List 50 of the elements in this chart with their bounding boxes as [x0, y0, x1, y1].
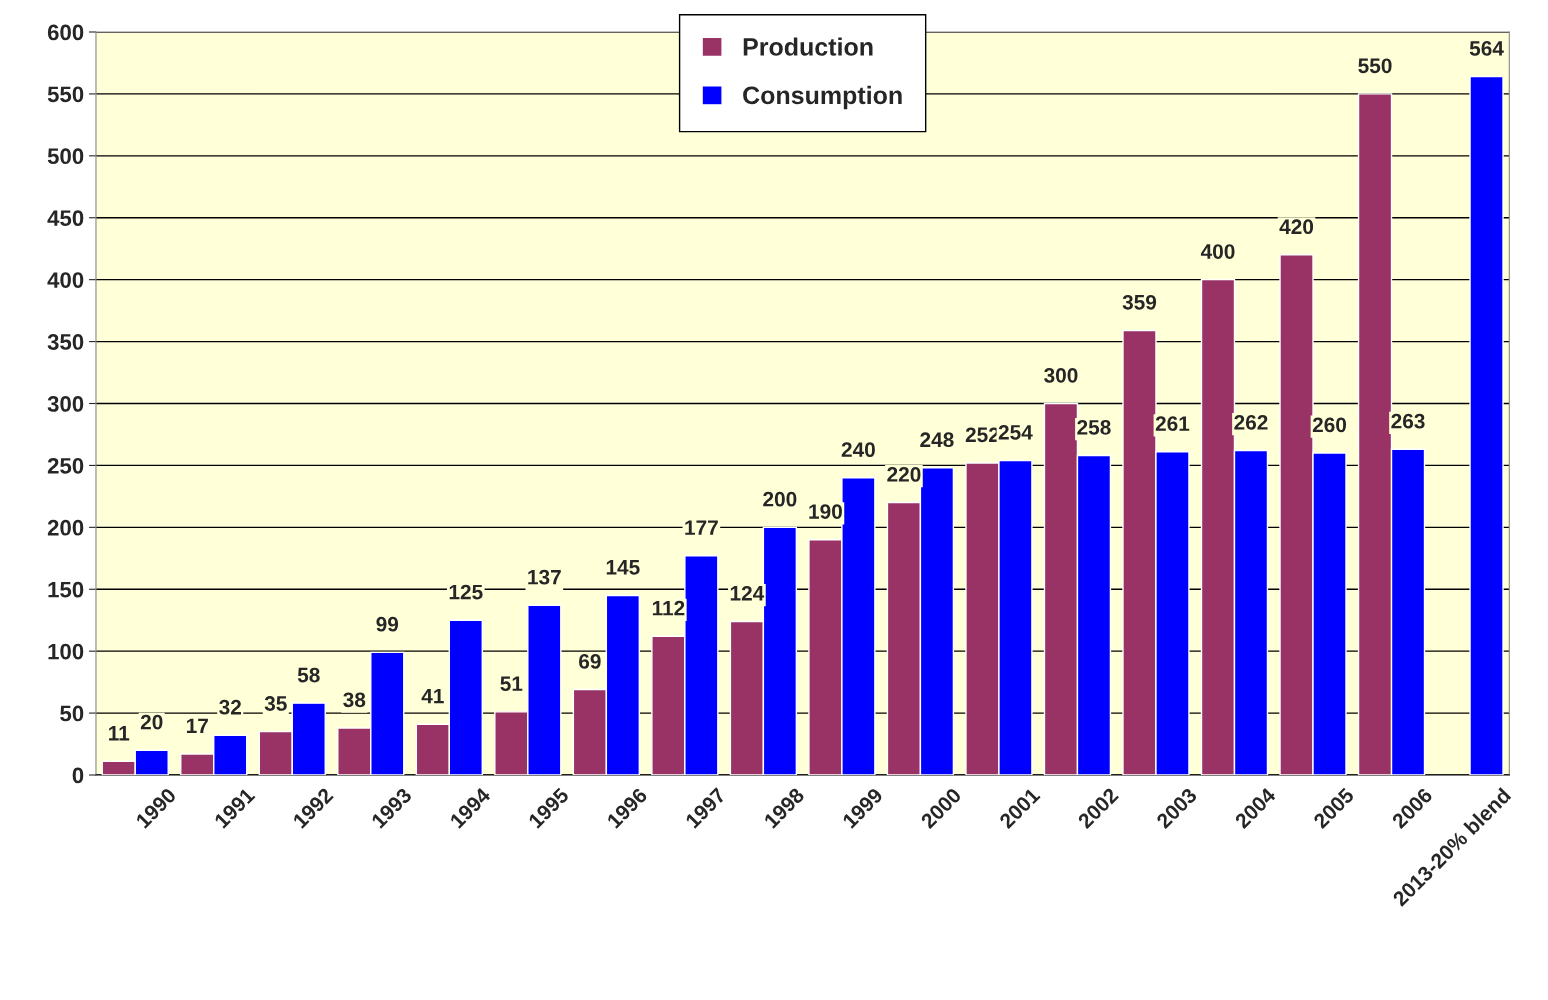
data-label: 38	[343, 692, 366, 708]
data-label: 41	[421, 688, 444, 704]
data-label: 564	[1469, 41, 1504, 56]
y-tick-label: 100	[48, 643, 84, 660]
data-label: 112	[652, 600, 685, 616]
data-label: 200	[763, 491, 797, 507]
data-label: 550	[1358, 58, 1392, 74]
y-tick-label: 600	[47, 24, 84, 41]
y-tick-label: 0	[72, 767, 84, 784]
data-label: 263	[1391, 413, 1425, 429]
y-tick-label: 150	[48, 581, 84, 598]
data-label: 32	[219, 699, 241, 715]
y-tick-label: 50	[60, 705, 84, 722]
y-tick-label: 300	[47, 396, 84, 412]
data-label: 35	[264, 696, 287, 711]
data-label: 300	[1044, 367, 1078, 383]
data-label: 137	[528, 569, 561, 585]
y-tick-label: 200	[47, 519, 84, 536]
legend-label: Consumption	[743, 85, 902, 110]
data-label: 11	[109, 726, 130, 741]
y-tick-label: 250	[47, 457, 84, 474]
data-label: 58	[297, 667, 320, 683]
data-label: 145	[606, 560, 640, 575]
data-label: 69	[579, 654, 601, 669]
data-label: 260	[1312, 417, 1347, 433]
data-label: 99	[376, 616, 399, 632]
y-tick-label: 500	[47, 148, 84, 165]
data-label: 359	[1122, 294, 1157, 310]
data-label: 17	[186, 718, 208, 733]
data-label: 124	[730, 585, 765, 601]
data-label: 400	[1200, 244, 1235, 259]
y-tick-label: 350	[47, 334, 84, 350]
data-label: 51	[500, 676, 523, 692]
y-tick-label: 450	[47, 210, 84, 227]
data-label: 420	[1279, 219, 1314, 235]
data-label: 125	[449, 584, 483, 600]
data-label: 190	[809, 504, 842, 519]
data-label: 261	[1155, 416, 1190, 432]
data-label: 254	[998, 424, 1033, 440]
data-label: 262	[1234, 415, 1268, 430]
legend-label: Production	[743, 37, 873, 56]
bar	[1469, 75, 1504, 775]
data-label: 177	[685, 520, 718, 535]
data-label: 248	[920, 432, 954, 448]
data-label: 240	[841, 442, 875, 458]
y-tick-label: 550	[47, 86, 84, 103]
data-label: 20	[140, 714, 163, 730]
y-tick-label: 400	[47, 272, 84, 288]
data-label: 220	[887, 467, 921, 482]
data-label: 258	[1077, 419, 1111, 435]
